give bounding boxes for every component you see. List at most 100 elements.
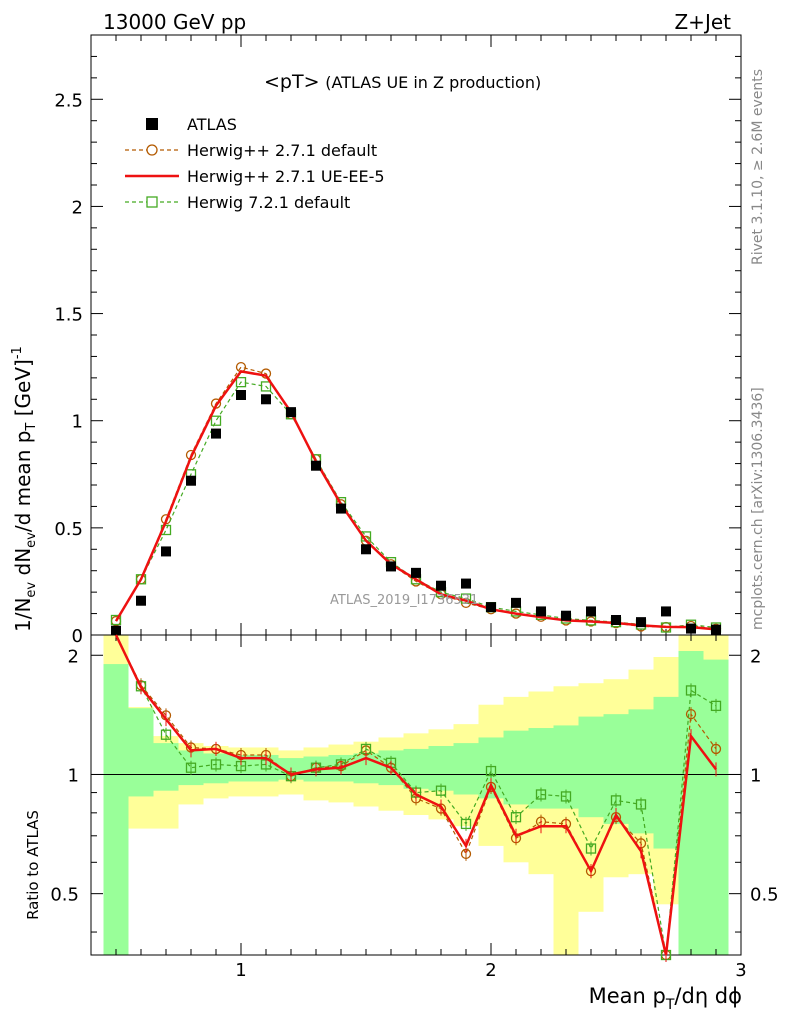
ratio-point (485, 765, 497, 777)
legend-marker (146, 144, 158, 156)
ratio-point (460, 818, 472, 830)
chart-title: <pT> (ATLAS UE in Z production) (264, 71, 541, 93)
data-point (210, 415, 222, 426)
x-tick-label: 2 (485, 960, 496, 981)
atlas-data-point (411, 567, 421, 578)
ratio-band-inner (403, 748, 429, 789)
ratio-band-inner (603, 714, 629, 824)
main-panel-series (110, 361, 722, 635)
chart-title-main: <pT> (264, 71, 320, 93)
main-panel-axes: 0 0.5 1 1.5 2 2.5 (54, 34, 742, 955)
ratio-point (560, 791, 572, 802)
ratio-point (185, 762, 197, 773)
atlas-data-point (261, 394, 271, 405)
ratio-point (635, 799, 647, 810)
ratio-point (610, 795, 622, 806)
legend-marker (146, 118, 158, 130)
ratio-band-inner (503, 730, 529, 805)
ratio-band-inner (453, 743, 479, 795)
y-tick-label: 2.5 (54, 90, 83, 111)
ratio-band-inner (153, 743, 179, 791)
atlas-data-point (461, 578, 471, 589)
atlas-data-point (511, 597, 521, 608)
header-left-label: 13000 GeV pp (103, 10, 246, 34)
legend-marker (146, 196, 158, 208)
ratio-point (710, 743, 722, 755)
atlas-data-point (586, 606, 596, 617)
ratio-panel-series (114, 634, 722, 962)
atlas-data-point (661, 606, 671, 617)
atlas-data-point (686, 623, 696, 634)
atlas-data-point (111, 625, 121, 635)
atlas-data-point (561, 610, 571, 621)
ratio-tick-label: 2 (68, 646, 79, 667)
data-point (135, 574, 147, 585)
ratio-point (435, 785, 447, 796)
atlas-data-point (636, 617, 646, 628)
ratio-tick-label-right: 1 (750, 765, 761, 786)
ratio-band-inner (628, 709, 654, 834)
legend-label: Herwig++ 2.7.1 UE-EE-5 (187, 167, 385, 186)
legend-label: Herwig 7.2.1 default (187, 193, 350, 212)
data-point (235, 376, 247, 388)
ratio-band-inner (103, 664, 129, 955)
atlas-data-point (311, 460, 321, 471)
ratio-tick-label: 1 (68, 765, 79, 786)
ratio-tick-label: 0.5 (50, 885, 79, 906)
watermark-label: ATLAS_2019_I1736531 (330, 593, 478, 608)
x-axis-label: Mean pT/dη dϕ (589, 984, 742, 1013)
atlas-data-point (236, 390, 246, 400)
series-line-herwig-2-7-1-ue-ee-5 (114, 370, 717, 631)
y-axis-label: 1/Nev dNev/d mean pT [GeV]-1 (10, 346, 39, 632)
ratio-band-inner (653, 696, 679, 849)
ratio-point (685, 685, 697, 696)
ratio-point (535, 789, 547, 800)
atlas-data-point (536, 606, 546, 617)
data-point (260, 368, 272, 379)
atlas-data-point (361, 544, 371, 555)
ratio-point (585, 843, 597, 854)
data-point (260, 381, 272, 392)
ratio-point (710, 700, 722, 712)
ratio-band-inner (578, 716, 604, 818)
ratio-point (510, 812, 522, 823)
legend-label: ATLAS (187, 115, 237, 134)
mcplots-side-label: mcplots.cern.ch [arXiv:1306.3436] (750, 387, 766, 630)
atlas-data-point (136, 595, 146, 606)
legend-label: Herwig++ 2.7.1 default (187, 141, 377, 160)
atlas-data-point (211, 428, 221, 439)
y-tick-label: 1.5 (54, 305, 83, 326)
ratio-point (210, 759, 222, 770)
atlas-data-point (711, 624, 721, 635)
ratio-frame (90, 634, 742, 956)
x-tick-label: 3 (735, 960, 746, 981)
series-line-herwig-2-7-1-default (115, 366, 717, 630)
atlas-data-point (186, 475, 196, 486)
atlas-data-point (336, 503, 346, 514)
ratio-axis-label: Ratio to ATLAS (24, 810, 42, 920)
header-right-label: Z+Jet (674, 10, 731, 34)
rivet-side-label: Rivet 3.1.10, ≥ 2.6M events (750, 69, 766, 265)
data-point (110, 614, 122, 626)
series-line-herwig-7-2-1-default (115, 381, 717, 629)
ratio-band-inner (428, 745, 454, 791)
atlas-data-point (486, 602, 496, 613)
atlas-data-point (286, 407, 296, 418)
atlas-data-point (611, 615, 621, 625)
y-tick-label: 2 (72, 197, 83, 218)
ratio-panel-axes: 1 2 3 0.5 0.5 1 1 2 2 (50, 634, 779, 981)
ratio-point (160, 729, 172, 740)
x-tick-label: 1 (235, 960, 246, 981)
ratio-tick-label-right: 2 (750, 646, 761, 667)
ratio-point (685, 709, 697, 720)
y-tick-label: 0 (72, 626, 83, 647)
atlas-data-point (436, 580, 446, 591)
y-tick-label: 0.5 (54, 519, 83, 540)
atlas-data-point (386, 561, 396, 572)
ratio-band-inner (128, 708, 154, 797)
y-tick-label: 1 (72, 412, 83, 433)
legend: ATLAS Herwig++ 2.7.1 default Herwig++ 2.7.… (125, 115, 385, 212)
atlas-data-point (161, 546, 171, 557)
ratio-tick-label-right: 0.5 (750, 885, 779, 906)
